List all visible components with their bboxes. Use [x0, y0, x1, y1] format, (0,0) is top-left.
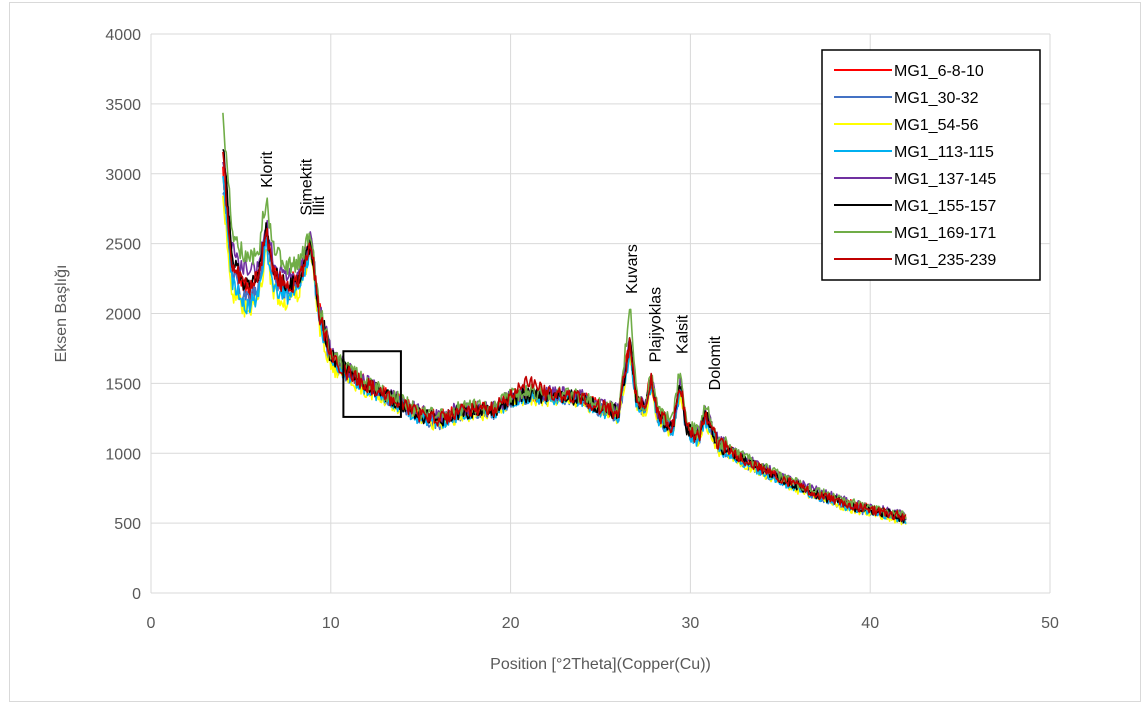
legend-label: MG1_155-157 — [894, 198, 996, 215]
peak-annotation: Plajiyoklas — [647, 287, 664, 363]
series-line — [222, 112, 907, 520]
y-tick-label: 3500 — [105, 97, 141, 114]
x-tick-label: 50 — [1041, 615, 1059, 632]
x-tick-label: 10 — [322, 615, 340, 632]
x-tick-label: 20 — [502, 615, 520, 632]
peak-annotation: İllit — [309, 196, 328, 216]
x-tick-label: 30 — [682, 615, 700, 632]
highlight-box — [342, 350, 402, 418]
series-line — [222, 176, 907, 525]
peak-annotation: Simektit — [299, 158, 316, 215]
y-tick-label: 1000 — [105, 446, 141, 463]
legend-label: MG1_169-171 — [894, 225, 996, 242]
y-tick-label: 4000 — [105, 27, 141, 44]
y-tick-label: 0 — [132, 586, 141, 603]
legend-label: MG1_113-115 — [894, 144, 994, 161]
y-tick-labels: 0 500 1000 1500 2000 2500 3000 3500 4000 — [105, 27, 141, 603]
y-tick-label: 1500 — [105, 376, 141, 393]
y-axis-title: Eksen Başlığı — [53, 265, 70, 363]
legend: MG1_6-8-10 MG1_30-32 MG1_54-56 MG1_113-115 M… — [821, 49, 1041, 281]
legend-label: MG1_235-239 — [894, 252, 996, 269]
peak-annotation: Kalsit — [674, 314, 691, 354]
x-axis-title: Position [°2Theta](Copper(Cu)) — [490, 656, 711, 673]
legend-label: MG1_54-56 — [894, 117, 979, 134]
peak-annotation: Klorit — [259, 151, 276, 188]
series-layer — [222, 112, 907, 526]
legend-box — [821, 49, 1041, 281]
legend-label: MG1_137-145 — [894, 171, 996, 188]
legend-label: MG1_6-8-10 — [894, 63, 984, 80]
y-tick-label: 2500 — [105, 237, 141, 254]
y-tick-label: 500 — [114, 516, 141, 533]
y-tick-label: 3000 — [105, 167, 141, 184]
x-tick-labels: 0 10 20 30 40 50 — [147, 615, 1059, 632]
x-tick-label: 0 — [147, 615, 156, 632]
peak-annotation: Kuvars — [624, 244, 641, 294]
x-tick-label: 40 — [861, 615, 879, 632]
series-line — [222, 151, 907, 522]
series-line — [222, 191, 907, 524]
legend-label: MG1_30-32 — [894, 90, 979, 107]
peak-annotation: Dolomit — [707, 336, 724, 391]
y-tick-label: 2000 — [105, 307, 141, 324]
series-line — [222, 195, 907, 526]
